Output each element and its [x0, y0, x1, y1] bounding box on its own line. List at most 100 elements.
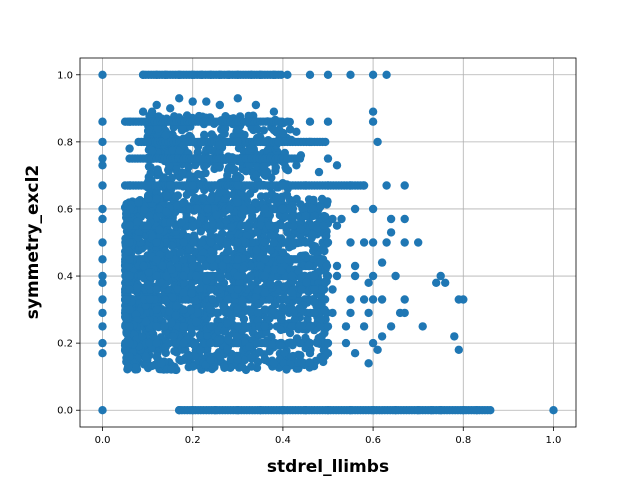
- scatter-point: [240, 355, 249, 365]
- scatter-point: [224, 70, 233, 80]
- scatter-point: [206, 70, 215, 80]
- scatter-point: [161, 296, 171, 306]
- scatter-point: [161, 70, 170, 80]
- scatter-point: [152, 188, 161, 197]
- scatter-point: [220, 124, 230, 133]
- scatter-point: [256, 261, 265, 271]
- scatter-point: [386, 322, 396, 331]
- scatter-point: [238, 296, 247, 306]
- scatter-point: [414, 406, 423, 415]
- scatter-point: [168, 145, 177, 155]
- scatter-point: [196, 346, 205, 355]
- scatter-point: [297, 357, 307, 367]
- scatter-point: [145, 338, 154, 348]
- scatter-point: [125, 352, 134, 361]
- scatter-point: [167, 173, 176, 183]
- scatter-point: [176, 248, 185, 257]
- scatter-point: [323, 349, 333, 358]
- scatter-point: [427, 406, 436, 415]
- scatter-point: [368, 70, 378, 80]
- scatter-point: [139, 261, 148, 271]
- scatter-point: [179, 288, 188, 297]
- scatter-point: [193, 308, 202, 318]
- scatter-point: [260, 255, 270, 264]
- scatter-point: [179, 322, 188, 331]
- scatter-point: [157, 359, 166, 368]
- scatter-point: [286, 265, 295, 274]
- scatter-point: [290, 315, 299, 324]
- scatter-point: [400, 214, 409, 224]
- scatter-point: [418, 322, 427, 331]
- scatter-point: [246, 204, 256, 214]
- scatter-point: [179, 238, 188, 247]
- scatter-point: [206, 355, 215, 365]
- scatter-point: [223, 295, 233, 304]
- scatter-point: [148, 232, 157, 241]
- scatter-point: [212, 210, 221, 220]
- scatter-point: [160, 322, 169, 331]
- scatter-point: [175, 70, 184, 80]
- scatter-point: [162, 191, 171, 200]
- scatter-point: [323, 70, 333, 80]
- scatter-point: [138, 70, 148, 80]
- scatter-point: [368, 338, 378, 348]
- scatter-point: [350, 204, 360, 214]
- scatter-point: [332, 261, 342, 271]
- scatter-point: [296, 224, 306, 234]
- scatter-point: [316, 202, 325, 211]
- scatter-point: [193, 170, 203, 179]
- scatter-point: [323, 338, 333, 348]
- scatter-point: [233, 70, 242, 80]
- scatter-point: [98, 406, 107, 415]
- scatter-point: [391, 406, 400, 415]
- scatter-point: [191, 271, 201, 281]
- scatter-point: [269, 126, 279, 135]
- scatter-point: [276, 266, 286, 275]
- scatter-point: [225, 204, 234, 214]
- scatter-point: [253, 308, 263, 318]
- x-axis-label: stdrel_llimbs: [267, 457, 389, 477]
- scatter-point: [181, 345, 190, 354]
- scatter-point: [125, 238, 134, 247]
- scatter-point: [125, 117, 134, 126]
- scatter-point: [206, 338, 215, 348]
- scatter-point: [227, 285, 237, 294]
- scatter-point: [359, 322, 369, 331]
- scatter-point: [161, 131, 170, 140]
- scatter-point: [237, 244, 246, 253]
- scatter-point: [346, 308, 355, 318]
- scatter-point: [125, 181, 134, 190]
- scatter-point: [321, 137, 330, 147]
- scatter-point: [368, 295, 378, 304]
- scatter-point: [304, 261, 314, 271]
- scatter-point: [136, 255, 145, 264]
- scatter-point: [98, 322, 107, 331]
- scatter-point: [179, 355, 188, 365]
- scatter-point: [414, 238, 423, 247]
- scatter-point: [190, 193, 200, 203]
- scatter-point: [323, 238, 333, 247]
- scatter-point: [165, 307, 174, 317]
- scatter-point: [224, 335, 233, 345]
- scatter-point: [134, 198, 143, 207]
- scatter-point: [152, 238, 161, 247]
- scatter-point: [179, 141, 188, 150]
- scatter-point: [317, 194, 327, 204]
- scatter-point: [141, 352, 151, 361]
- y-tick-label: 1.0: [57, 70, 73, 81]
- scatter-point: [98, 308, 107, 318]
- scatter-point: [323, 322, 333, 331]
- scatter-point: [320, 295, 330, 304]
- scatter-point: [223, 344, 232, 354]
- scatter-point: [314, 167, 324, 177]
- scatter-point: [260, 305, 270, 314]
- scatter-point: [301, 211, 310, 220]
- scatter-point: [209, 220, 218, 229]
- scatter-point: [143, 280, 152, 290]
- scatter-point: [260, 322, 270, 331]
- scatter-point: [256, 406, 265, 415]
- scatter-point: [359, 238, 369, 247]
- scatter-point: [125, 144, 134, 153]
- scatter-point: [316, 322, 325, 331]
